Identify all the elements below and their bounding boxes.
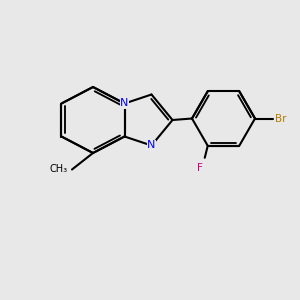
Text: Br: Br	[275, 113, 286, 124]
Text: N: N	[120, 98, 129, 109]
Text: CH₃: CH₃	[50, 164, 68, 175]
Text: F: F	[197, 163, 203, 173]
Text: N: N	[147, 140, 156, 151]
